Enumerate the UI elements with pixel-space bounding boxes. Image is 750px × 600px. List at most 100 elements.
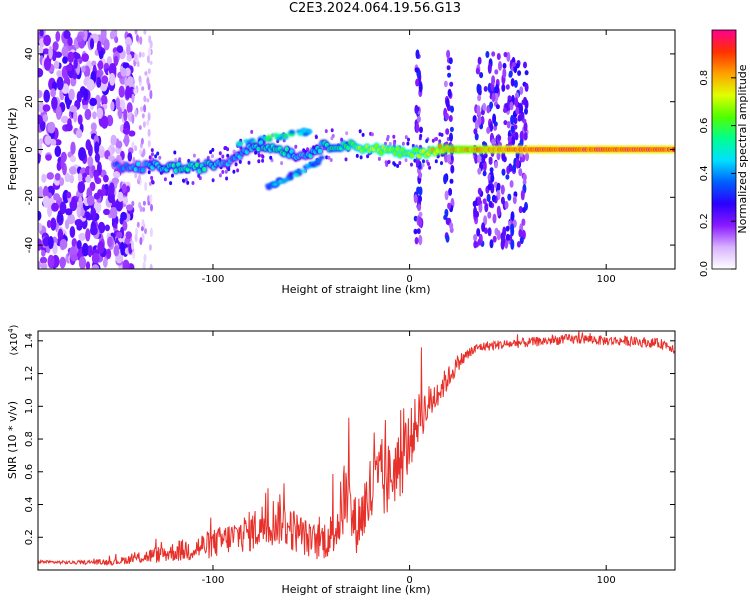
spectrogram-noise-cell xyxy=(117,191,124,202)
spectrogram-noise-cell xyxy=(124,133,130,147)
spectrogram-band-cell xyxy=(448,187,453,196)
spectrogram-noise-cell xyxy=(48,45,53,60)
spectrogram-noise-cell xyxy=(359,155,363,160)
spectrogram-band-cell xyxy=(477,238,482,246)
spectrogram-noise-cell xyxy=(149,193,153,204)
spectrogram-band-cell xyxy=(515,106,520,115)
spectrogram-noise-cell xyxy=(38,186,44,199)
spectrogram-noise-cell xyxy=(392,141,396,146)
spectrogram-noise-cell xyxy=(141,51,145,58)
spectrogram-noise-cell xyxy=(294,144,298,149)
spectrogram-noise-cell xyxy=(91,252,100,264)
spectrogram-band-cell xyxy=(415,122,420,134)
spectrogram-noise-cell xyxy=(87,156,94,168)
spectrogram-noise-cell xyxy=(106,56,113,66)
spectrogram-ridge-cell xyxy=(414,147,419,153)
spectrogram-noise-cell xyxy=(74,219,83,227)
spectrogram-band-cell xyxy=(415,49,420,59)
spectrogram-noise-cell xyxy=(141,113,145,119)
spectrogram-noise-cell xyxy=(39,256,48,264)
spectrogram-noise-cell xyxy=(404,158,408,163)
spectrogram-band-cell xyxy=(476,105,481,114)
spectrogram-noise-cell xyxy=(132,156,136,165)
spectrogram-band-cell xyxy=(480,110,485,116)
spectrogram-band-cell xyxy=(445,112,449,121)
spectrogram-noise-cell xyxy=(87,143,93,157)
spectrogram-band-cell xyxy=(503,120,508,126)
spectrogram-band-cell xyxy=(418,195,422,203)
spectrogram-noise-cell xyxy=(261,158,265,163)
spectrogram-band-cell xyxy=(449,132,453,142)
spectrogram-noise-cell xyxy=(52,41,59,51)
spectrogram-band-cell xyxy=(491,75,496,86)
spectrogram-band-cell xyxy=(447,154,451,164)
spectrogram-noise-cell xyxy=(66,99,71,110)
spectrogram-band-cell xyxy=(446,49,451,59)
spectrogram-noise-cell xyxy=(50,139,57,146)
spectrogram-noise-cell xyxy=(184,177,188,182)
spectrogram-branch-cell xyxy=(293,172,300,177)
spectrogram-ridge-cell xyxy=(140,167,146,173)
spectrogram-noise-cell xyxy=(59,256,66,268)
spectrogram-branch-cell xyxy=(288,171,295,176)
spectrogram-noise-cell xyxy=(43,34,51,47)
spectrogram-noise-cell xyxy=(140,106,144,112)
spectrogram-band-cell xyxy=(414,67,419,73)
spectrogram-noise-cell xyxy=(43,89,50,103)
spectrogram-noise-cell xyxy=(140,226,144,232)
spectrogram-noise-cell xyxy=(150,204,153,212)
spectrogram-band-cell xyxy=(524,99,529,110)
spectrogram-noise-cell xyxy=(46,220,52,228)
spectrogram-ridge-cell xyxy=(256,146,261,152)
spectrogram-noise-cell xyxy=(131,93,135,104)
spectrogram-noise-cell xyxy=(149,60,153,65)
colorbar-tick-label: 0.6 xyxy=(699,118,710,134)
spectrogram-band-cell xyxy=(510,223,515,232)
spectrogram-ridge-cell xyxy=(289,149,294,155)
spectrogram-noise-cell xyxy=(110,134,117,146)
spectrogram-noise-cell xyxy=(113,245,120,257)
spectrogram-band-cell xyxy=(489,239,494,249)
spectrogram-noise-cell xyxy=(239,145,243,150)
spectrogram-noise-cell xyxy=(85,261,91,269)
spectrogram-noise-cell xyxy=(126,53,132,62)
spectrogram-band-cell xyxy=(493,121,498,127)
spectrogram-band-cell xyxy=(515,157,520,169)
spectrogram-band-cell xyxy=(480,115,485,125)
spectrogram-noise-cell xyxy=(56,76,64,91)
snr-axes: -100 0 100 0.2 0.4 0.6 0.8 1.0 1.2 1.4 xyxy=(24,331,675,586)
spectrogram-noise-cell xyxy=(314,135,318,140)
spectrogram-noise-cell xyxy=(434,137,437,142)
spectrogram-band-cell xyxy=(473,128,478,135)
spectrogram-noise-cell xyxy=(107,236,113,248)
spectrogram-ridge-cell xyxy=(308,153,313,159)
spectrogram-band-cell xyxy=(447,202,452,210)
x-tick-label: 100 xyxy=(597,274,616,285)
spectrogram-branch-cell xyxy=(289,129,295,134)
x-tick-label: 0 xyxy=(406,575,412,586)
spectrogram-branch-cell xyxy=(296,168,303,173)
spectrogram-noise-cell xyxy=(135,34,139,42)
spectrogram-noise-cell xyxy=(238,159,242,164)
spectrogram-noise-cell xyxy=(122,62,130,69)
spectrogram-noise-cell xyxy=(131,200,135,207)
spectrogram-noise-cell xyxy=(131,141,135,148)
spectrogram-noise-cell xyxy=(42,114,49,123)
spectrogram-noise-cell xyxy=(134,233,138,243)
spectrogram-noise-cell xyxy=(93,192,101,200)
spectrogram-noise-cell xyxy=(330,136,334,141)
spectrogram-noise-cell xyxy=(197,173,201,178)
spectrogram-noise-cell xyxy=(221,170,225,174)
spectrogram-noise-cell xyxy=(324,129,328,134)
y-tick-label: 0.4 xyxy=(24,497,35,513)
spectrogram-band-cell xyxy=(419,126,423,133)
spectrogram-noise-cell xyxy=(366,154,370,159)
spectrogram-noise-cell xyxy=(94,141,100,155)
spectrogram-noise-cell xyxy=(113,171,121,179)
spectrogram-band-cell xyxy=(507,135,512,143)
spectrogram-band-cell xyxy=(472,115,477,123)
spectrogram-band-cell xyxy=(416,186,421,194)
spectrogram-noise-cell xyxy=(53,60,60,69)
spectrogram-noise-cell xyxy=(54,145,62,157)
spectrogram-noise-cell xyxy=(431,138,435,143)
